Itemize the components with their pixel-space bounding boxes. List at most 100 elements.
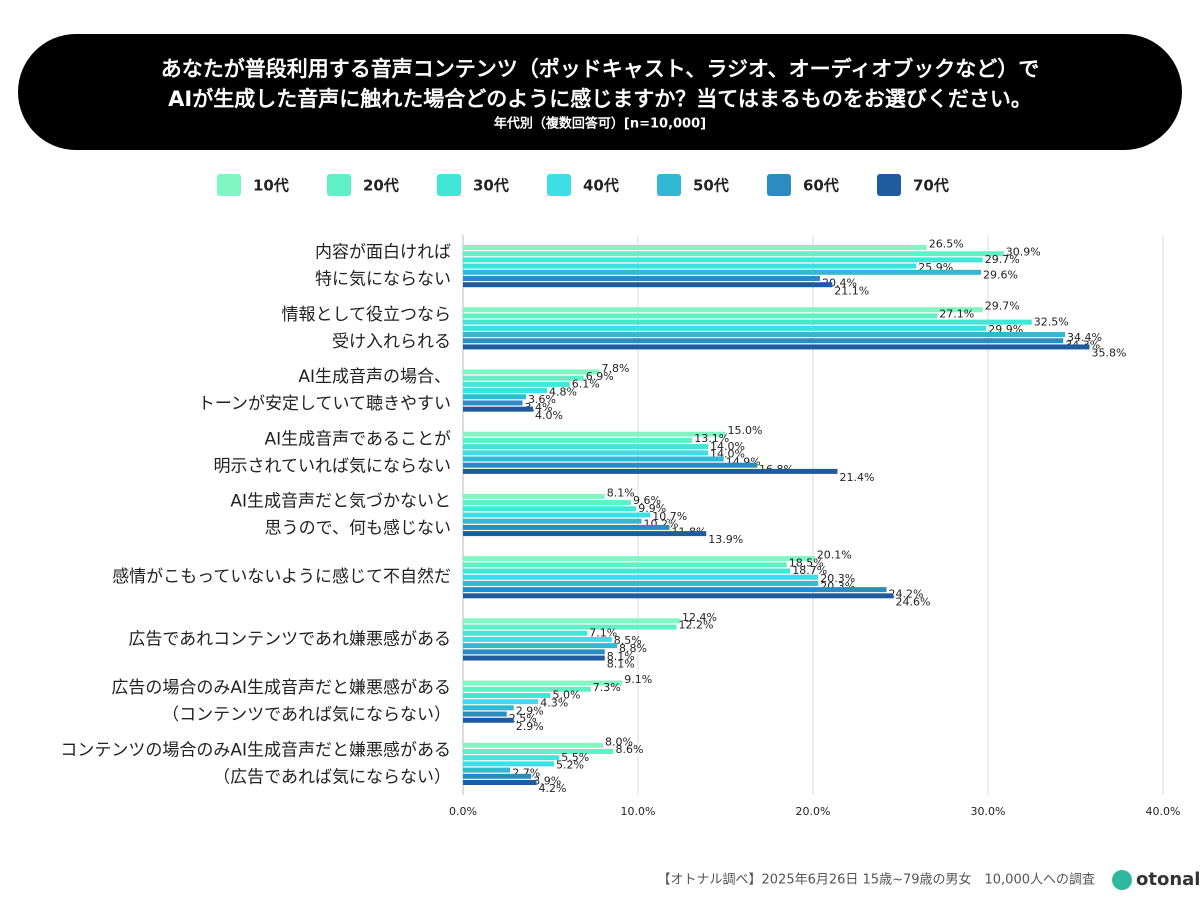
value-label: 2.9% — [516, 720, 544, 733]
bar — [463, 711, 507, 717]
legend-label: 40代 — [583, 177, 619, 195]
value-label: 7.8% — [602, 362, 630, 375]
bar — [463, 562, 787, 568]
y-tick-label: AI生成音声だと気づかないと — [230, 492, 451, 512]
value-label: 8.6% — [616, 743, 644, 756]
value-label: 20.1% — [817, 549, 852, 562]
value-label: 13.1% — [694, 432, 729, 445]
bar — [463, 636, 612, 642]
value-label: 9.6% — [633, 494, 661, 507]
bar — [463, 369, 600, 375]
value-label: 5.0% — [553, 689, 581, 702]
value-label: 29.7% — [985, 253, 1020, 266]
bar — [463, 269, 981, 275]
legend-label: 20代 — [363, 177, 399, 195]
value-label: 8.1% — [607, 486, 635, 499]
bar — [463, 705, 514, 711]
value-label: 24.2% — [889, 588, 924, 601]
value-label: 4.8% — [549, 385, 577, 398]
value-label: 6.9% — [586, 370, 614, 383]
y-tick-label: 特に気にならない — [315, 270, 451, 290]
y-tick-label: 感情がこもっていないように感じて不自然だ — [112, 567, 451, 587]
y-tick-label: 内容が面白ければ — [315, 243, 451, 263]
value-label: 7.3% — [593, 681, 621, 694]
bar — [463, 568, 791, 574]
bar — [463, 313, 938, 319]
legend-swatch — [547, 174, 571, 196]
value-label: 34.4% — [1067, 331, 1102, 344]
bar — [463, 755, 560, 761]
legend-swatch — [327, 174, 351, 196]
bar — [463, 276, 820, 282]
value-label: 21.1% — [834, 284, 869, 297]
bar — [463, 680, 623, 686]
value-label: 26.5% — [929, 238, 964, 251]
bar — [463, 444, 708, 450]
value-label: 4.0% — [535, 409, 563, 422]
x-tick-label: 40.0% — [1146, 805, 1181, 818]
bar — [463, 624, 677, 630]
chart-title: あなたが普段利用する音声コンテンツ（ポッドキャスト、ラジオ、オーディオブックなど… — [161, 57, 1039, 81]
y-tick-label: AI生成音声の場合、 — [298, 367, 451, 387]
value-label: 29.7% — [985, 300, 1020, 313]
bar — [463, 437, 693, 443]
bar — [463, 761, 554, 767]
bar — [463, 717, 514, 723]
bar — [463, 245, 927, 251]
bar — [463, 325, 987, 331]
bar — [463, 394, 526, 400]
y-tick-label: コンテンツの場合のみAI生成音声だと嫌悪感がある — [60, 740, 451, 760]
bar — [463, 580, 819, 586]
bar — [463, 319, 1032, 325]
value-label: 32.5% — [1034, 315, 1069, 328]
bar — [463, 257, 983, 263]
bar — [463, 338, 1064, 344]
y-tick-label: トーンが安定していて聴きやすい — [198, 394, 451, 414]
y-tick-label: 広告であれコンテンツであれ嫌悪感がある — [128, 629, 451, 649]
bar — [463, 556, 815, 562]
value-label: 18.7% — [792, 564, 827, 577]
bar — [463, 506, 637, 512]
value-label: 20.3% — [820, 572, 855, 585]
legend-label: 10代 — [253, 177, 289, 195]
bar — [463, 381, 570, 387]
legend-swatch — [767, 174, 791, 196]
value-label: 15.0% — [728, 424, 763, 437]
value-label: 3.6% — [528, 393, 556, 406]
value-label: 8.1% — [607, 650, 635, 663]
bar — [463, 748, 614, 754]
bar — [463, 692, 551, 698]
value-label: 4.2% — [539, 782, 567, 795]
legend-label: 70代 — [913, 177, 949, 195]
bar — [463, 630, 588, 636]
bar — [463, 773, 532, 779]
value-label: 12.2% — [679, 619, 714, 632]
value-label: 24.6% — [896, 595, 931, 608]
legend-swatch — [217, 174, 241, 196]
chart-subtitle: 年代別（複数回答可）[n=10,000] — [494, 116, 706, 132]
bar — [463, 468, 838, 474]
value-label: 7.1% — [589, 626, 617, 639]
bar — [463, 779, 537, 785]
bar — [463, 649, 605, 655]
bar — [463, 251, 1004, 257]
bar — [463, 375, 584, 381]
bar — [463, 742, 603, 748]
bar — [463, 618, 680, 624]
legend-swatch — [657, 174, 681, 196]
legend-label: 30代 — [473, 177, 509, 195]
bar — [463, 524, 670, 530]
chart-title: AIが生成した音声に触れた場合どのように感じますか？当てはまるものをお選びくださ… — [168, 87, 1032, 111]
x-tick-label: 0.0% — [449, 805, 477, 818]
bar — [463, 406, 533, 412]
bar — [463, 493, 605, 499]
value-label: 2.5% — [509, 712, 537, 725]
logo: otonal — [1136, 869, 1200, 890]
bar — [463, 531, 707, 537]
value-label: 30.9% — [1006, 245, 1041, 258]
bar — [463, 699, 539, 705]
value-label: 10.7% — [652, 510, 687, 523]
bar — [463, 500, 631, 506]
y-tick-label: 受け入れられる — [332, 332, 451, 352]
bar — [463, 388, 547, 394]
